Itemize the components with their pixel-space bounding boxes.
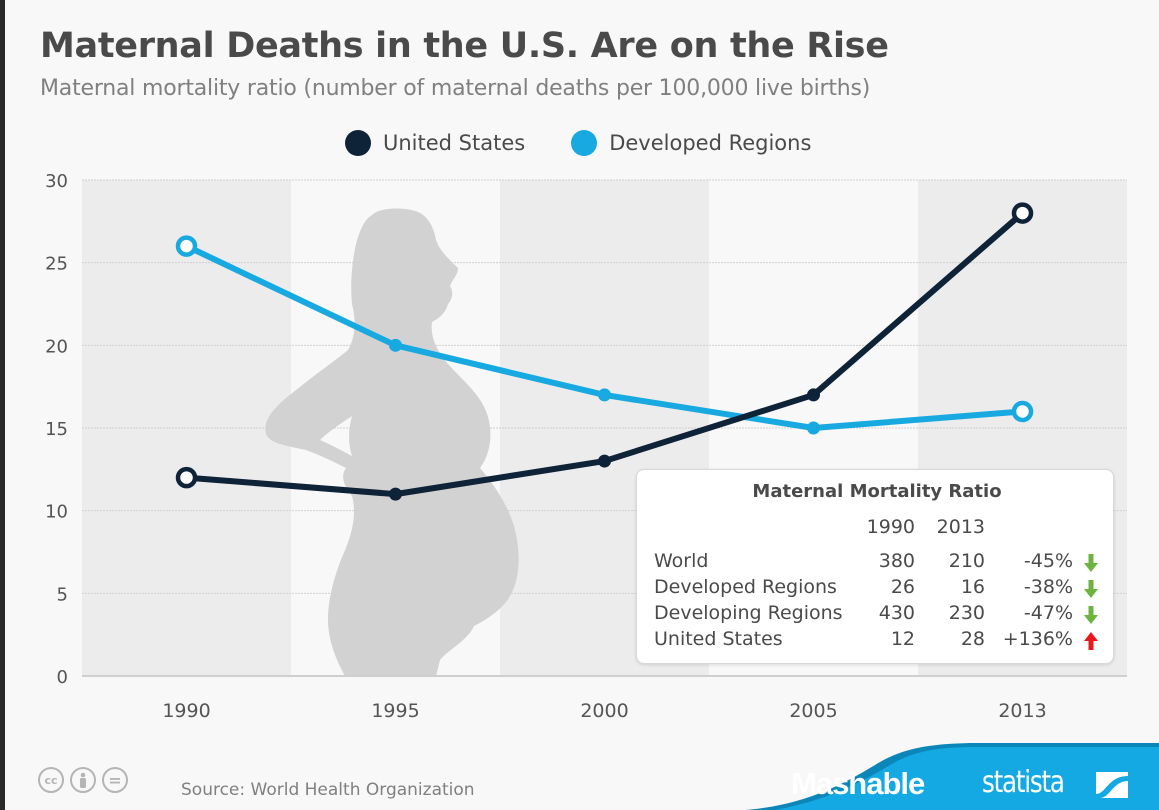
y-tick-label: 5	[57, 584, 68, 605]
summary-table: Maternal Mortality Ratio 1990 2013 World…	[636, 469, 1114, 664]
value-1990: 380	[878, 550, 915, 572]
y-tick-label: 15	[45, 419, 68, 440]
data-point	[807, 388, 820, 402]
source-note: Source: World Health Organization	[181, 780, 475, 800]
value-1990: 430	[878, 602, 915, 624]
legend-label: United States	[383, 131, 526, 155]
x-tick-label: 1990	[162, 700, 210, 722]
summary-table-title: Maternal Mortality Ratio	[752, 481, 1002, 502]
row-label: Developing Regions	[654, 602, 843, 624]
pregnant-woman-silhouette	[265, 208, 519, 676]
no-derivatives-icon[interactable]: =	[102, 767, 128, 793]
table-row: World 380 210 -45%	[637, 550, 1113, 576]
person-glyph	[80, 772, 86, 788]
data-point	[389, 338, 402, 352]
data-point	[175, 235, 198, 257]
legend-label: Developed Regions	[609, 131, 812, 155]
percent-change: -38%	[1023, 576, 1073, 598]
row-label: World	[654, 550, 709, 572]
table-row: Developing Regions 430 230 -47%	[637, 602, 1113, 628]
attribution-icon[interactable]	[70, 767, 96, 793]
statista-logo-icon	[1096, 772, 1128, 798]
chart-title: Maternal Deaths in the U.S. Are on the R…	[40, 26, 889, 66]
cc-icon[interactable]: cc	[38, 767, 64, 793]
y-tick-label: 20	[45, 336, 68, 357]
arrow-down-icon	[1084, 580, 1098, 598]
x-tick-label: 2000	[580, 700, 628, 722]
arrow-down-icon	[1084, 606, 1098, 624]
row-label: Developed Regions	[654, 576, 837, 598]
value-2013: 16	[960, 576, 985, 598]
license-icons: cc =	[38, 767, 128, 793]
table-row: Developed Regions 26 16 -38%	[637, 576, 1113, 602]
table-row: United States 12 28 +136%	[637, 628, 1113, 654]
row-label: United States	[654, 628, 783, 650]
x-tick-label: 2013	[998, 700, 1046, 722]
legend-marker-developed-regions	[571, 130, 598, 156]
data-point	[598, 388, 611, 402]
percent-change: -45%	[1023, 550, 1073, 572]
y-tick-label: 30	[45, 171, 68, 192]
statista-logo[interactable]: statista	[982, 765, 1065, 800]
series-united-states	[175, 202, 1034, 501]
series-developed-regions	[175, 235, 1034, 435]
data-point	[598, 454, 611, 468]
percent-change: +136%	[1002, 628, 1073, 650]
series-lines	[175, 202, 1034, 501]
mashable-logo[interactable]: Mashable	[791, 766, 925, 801]
legend-marker-united-states	[345, 130, 371, 156]
x-tick-label: 2005	[789, 700, 837, 722]
data-point	[1011, 202, 1034, 224]
footer-wave	[775, 747, 1159, 810]
arrow-down-icon	[1084, 554, 1098, 572]
x-tick-label: 1995	[371, 700, 419, 722]
data-point	[807, 421, 820, 435]
value-2013: 230	[948, 602, 985, 624]
y-tick-label: 25	[45, 254, 68, 275]
data-point	[1011, 400, 1034, 423]
value-2013: 210	[948, 550, 985, 572]
value-1990: 26	[890, 576, 915, 598]
value-2013: 28	[960, 628, 985, 650]
axis-labels: 0 5 10 15 20 25 30 1990 1995 2000 2005 2013	[45, 171, 1047, 722]
value-1990: 12	[890, 628, 915, 650]
column-header-2013: 2013	[936, 516, 985, 538]
column-header-1990: 1990	[866, 516, 915, 538]
data-point	[389, 487, 402, 501]
y-tick-label: 10	[45, 502, 68, 523]
summary-table-header: 1990 2013	[637, 516, 1113, 542]
y-tick-label: 0	[57, 667, 68, 688]
data-point	[175, 466, 198, 489]
percent-change: -47%	[1023, 602, 1073, 624]
arrow-up-icon	[1084, 632, 1098, 650]
legend: United States Developed Regions	[345, 130, 857, 156]
chart-subtitle: Maternal mortality ratio (number of mate…	[40, 76, 871, 101]
legend-item-developed-regions: Developed Regions	[571, 130, 811, 156]
legend-item-united-states: United States	[345, 130, 525, 156]
gridlines	[82, 179, 1127, 677]
left-edge-strip	[0, 0, 5, 810]
